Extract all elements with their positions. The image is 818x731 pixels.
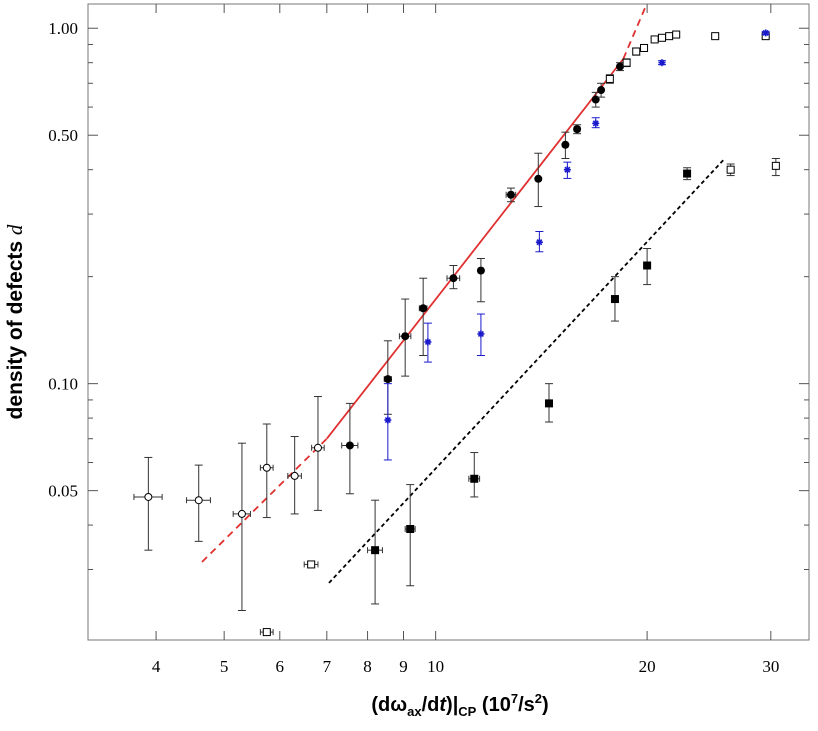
open-square-point bbox=[605, 74, 614, 83]
filled-circle-point bbox=[534, 174, 543, 183]
open-square-point bbox=[640, 43, 649, 52]
open-circle-point bbox=[237, 509, 246, 518]
filled-square-point bbox=[371, 546, 380, 555]
open-square-point bbox=[307, 560, 316, 569]
open-square-point bbox=[650, 35, 659, 44]
x-axis-title: (dωax/dt)|CP (107/s2) bbox=[371, 691, 548, 719]
open-square-point bbox=[665, 32, 674, 41]
filled-square-point bbox=[610, 295, 619, 304]
x-tick-label: 9 bbox=[399, 657, 408, 676]
x-tick-labels: 4 5 6 7 8 9 10 20 30 bbox=[152, 657, 779, 676]
star-stroke bbox=[424, 338, 431, 346]
x-tick-label: 6 bbox=[276, 657, 285, 676]
blue-star-point bbox=[658, 59, 666, 67]
data-points bbox=[133, 29, 780, 637]
star-stroke bbox=[536, 239, 543, 246]
filled-circle-point bbox=[345, 441, 354, 450]
y-tick-label: 0.05 bbox=[48, 482, 78, 501]
plot-frame bbox=[87, 3, 810, 641]
filled-square-point bbox=[406, 524, 415, 533]
star-stroke bbox=[658, 59, 666, 66]
axis-ticks bbox=[88, 4, 809, 640]
filled-circle-point bbox=[383, 375, 392, 384]
blue-star-point bbox=[384, 416, 392, 424]
filled-circle-point bbox=[449, 274, 458, 283]
star-stroke bbox=[762, 29, 769, 36]
y-axis-title: density of defects d bbox=[3, 224, 27, 419]
x-tick-label: 30 bbox=[762, 657, 779, 676]
filled-square-point bbox=[544, 399, 553, 408]
open-circle-point bbox=[194, 496, 203, 505]
fit-line-dashed bbox=[201, 438, 328, 563]
fit-line-solid bbox=[326, 58, 625, 440]
fit-line-dashed bbox=[622, 6, 647, 60]
blue-star-point bbox=[592, 119, 600, 127]
blue-star-point bbox=[535, 238, 543, 246]
star-stroke bbox=[564, 166, 571, 173]
x-tick-label: 20 bbox=[639, 657, 656, 676]
filled-circle-point bbox=[616, 62, 625, 71]
y-tick-label: 0.50 bbox=[48, 126, 78, 145]
filled-circle-point bbox=[419, 304, 428, 313]
x-tick-label: 4 bbox=[152, 657, 161, 676]
filled-circle-point bbox=[506, 190, 515, 199]
open-circle-point bbox=[262, 463, 271, 472]
open-circle-point bbox=[290, 471, 299, 480]
open-square-point bbox=[672, 30, 681, 39]
y-tick-labels: 1.00 0.50 0.10 0.05 bbox=[48, 19, 78, 500]
y-tick-label: 0.10 bbox=[48, 375, 78, 394]
filled-circle-point bbox=[476, 266, 485, 275]
x-tick-label: 10 bbox=[427, 657, 444, 676]
open-square-point bbox=[657, 33, 666, 42]
star-stroke bbox=[384, 416, 391, 424]
open-square-point bbox=[622, 58, 631, 67]
filled-circle-point bbox=[561, 140, 570, 149]
open-square-point bbox=[711, 32, 720, 41]
x-tick-label: 5 bbox=[220, 657, 229, 676]
filled-square-point bbox=[470, 474, 479, 483]
blue-star-point bbox=[477, 330, 485, 338]
open-circle-point bbox=[144, 492, 153, 501]
fit-lines bbox=[201, 6, 726, 584]
y-tick-label: 1.00 bbox=[48, 19, 78, 38]
blue-star-point bbox=[424, 338, 432, 346]
blue-star-point bbox=[563, 166, 571, 174]
open-square-point bbox=[632, 47, 641, 56]
filled-square-point bbox=[643, 261, 652, 270]
fit-line-dotted bbox=[328, 157, 726, 584]
open-square-point bbox=[771, 161, 780, 170]
x-tick-label: 8 bbox=[363, 657, 372, 676]
filled-circle-point bbox=[597, 86, 606, 95]
blue-star-point bbox=[762, 29, 770, 37]
open-circle-point bbox=[313, 443, 322, 452]
filled-circle-point bbox=[573, 125, 582, 134]
open-square-point bbox=[726, 165, 735, 174]
filled-square-point bbox=[683, 169, 692, 178]
open-square-point bbox=[262, 628, 271, 637]
star-stroke bbox=[592, 120, 599, 127]
x-tick-label: 7 bbox=[323, 657, 332, 676]
star-stroke bbox=[477, 330, 484, 337]
filled-circle-point bbox=[401, 332, 410, 341]
